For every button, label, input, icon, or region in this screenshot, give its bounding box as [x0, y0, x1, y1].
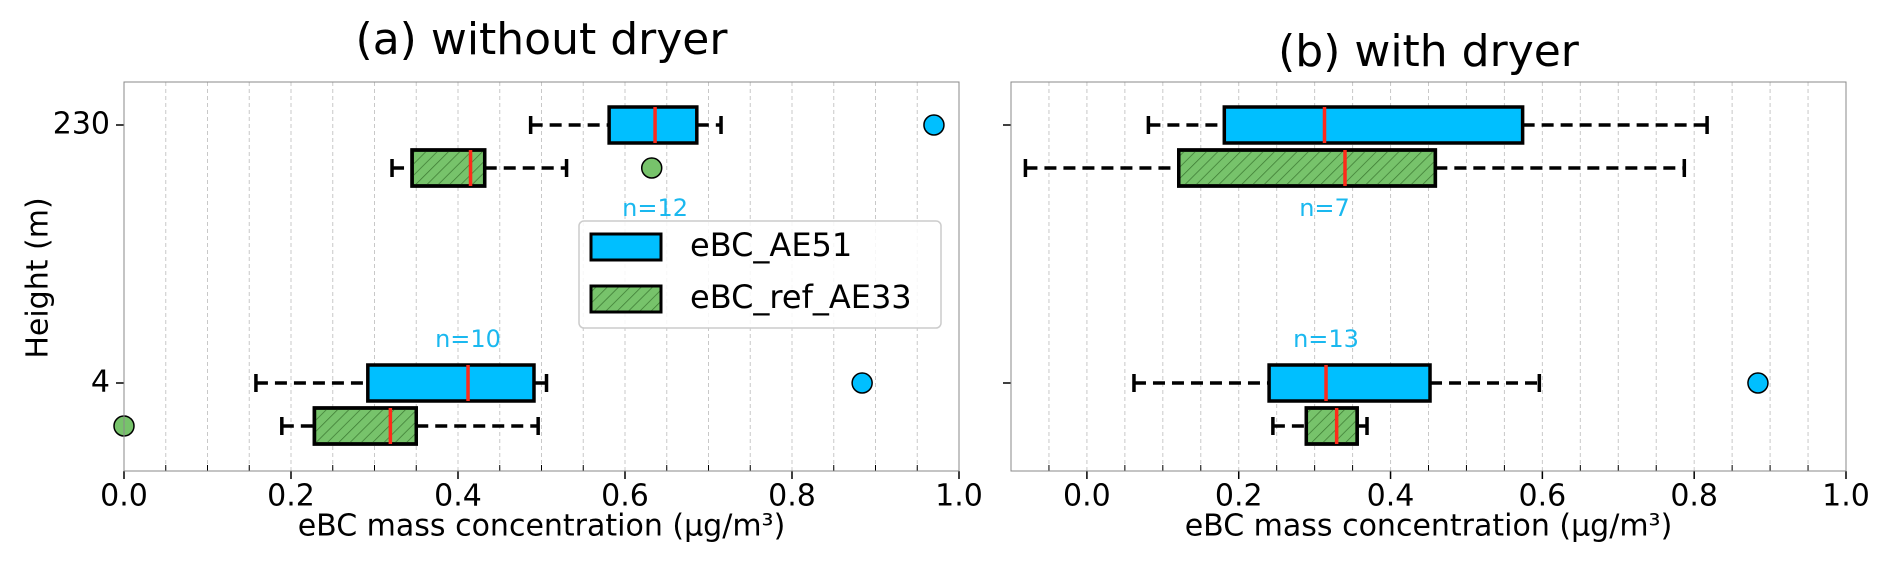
legend-frame — [578, 220, 942, 329]
y-tick-label: 230 — [53, 107, 110, 142]
flier — [640, 157, 663, 179]
box — [366, 363, 536, 403]
plot-frame — [1010, 81, 1847, 472]
legend-label: eBC_ref_AE33 — [690, 278, 912, 316]
x-tick-label: 0.0 — [100, 479, 148, 514]
legend-swatch — [589, 232, 663, 262]
x-tick-label: 0.8 — [1670, 479, 1718, 514]
count-label: n=7 — [1299, 194, 1350, 222]
flier — [1747, 372, 1769, 394]
x-tick-label: 0.6 — [601, 479, 649, 514]
x-tick-label: 0.2 — [267, 479, 315, 514]
flier — [923, 114, 945, 136]
chart-title: (b) with dryer — [1278, 26, 1580, 77]
x-tick-label: 0.8 — [768, 479, 816, 514]
box-hatch — [312, 406, 419, 446]
x-axis-label: eBC mass concentration (µg/m³) — [298, 509, 786, 544]
box-hatch — [1177, 148, 1438, 188]
x-tick-label: 0.4 — [1367, 479, 1415, 514]
count-label: n=12 — [622, 194, 688, 222]
box — [1222, 105, 1525, 145]
x-tick-label: 0.4 — [434, 479, 482, 514]
count-label: n=10 — [435, 325, 501, 353]
legend-label: eBC_AE51 — [690, 226, 852, 264]
chart-title: (a) without dryer — [356, 14, 729, 65]
box-hatch — [1304, 406, 1359, 446]
x-axis-label: eBC mass concentration (µg/m³) — [1185, 509, 1673, 544]
x-tick-label: 1.0 — [1822, 479, 1870, 514]
box-hatch — [410, 148, 487, 188]
x-tick-label: 0.0 — [1063, 479, 1111, 514]
box — [607, 105, 699, 145]
count-label: n=13 — [1293, 325, 1359, 353]
x-tick-label: 1.0 — [935, 479, 983, 514]
legend-swatch-hatch — [589, 284, 663, 314]
y-tick-label: 4 — [91, 365, 110, 400]
x-tick-label: 0.6 — [1519, 479, 1567, 514]
box — [1267, 363, 1432, 403]
flier — [851, 372, 873, 394]
plot-frame — [123, 81, 960, 472]
x-tick-label: 0.2 — [1215, 479, 1263, 514]
y-axis-label: Height (m) — [21, 197, 56, 358]
